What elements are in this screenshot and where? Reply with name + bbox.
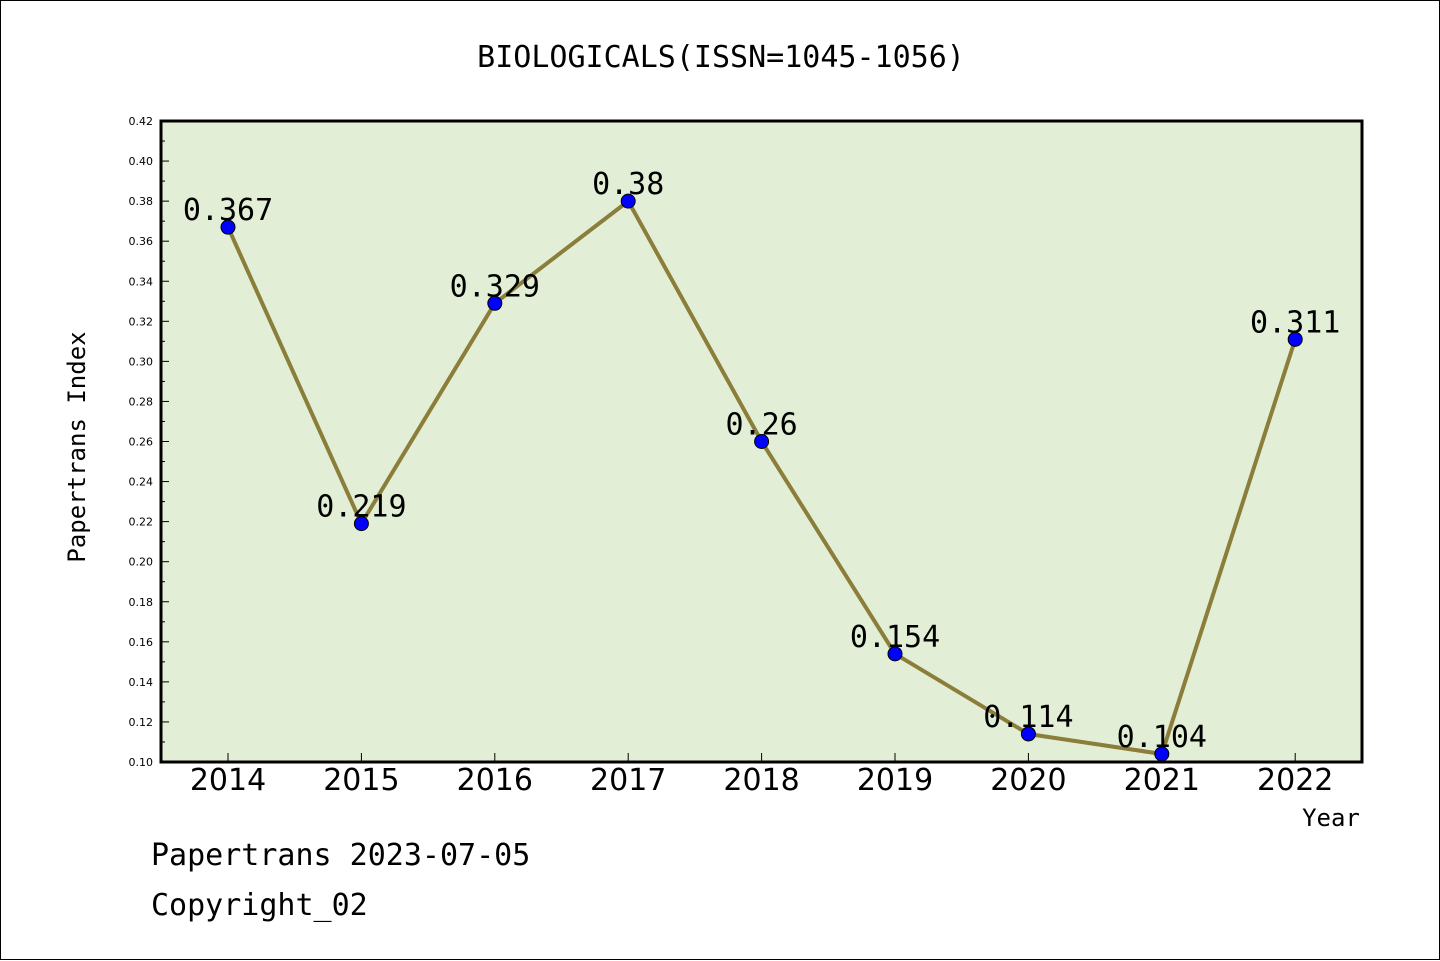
chart-title: BIOLOGICALS(ISSN=1045-1056) — [477, 40, 965, 75]
y-tick-label: 0.12 — [129, 716, 154, 729]
data-point — [220, 219, 236, 235]
y-tick-label: 0.18 — [129, 596, 154, 609]
data-label: 0.38 — [592, 167, 664, 202]
data-label: 0.311 — [1250, 305, 1340, 340]
y-tick-label: 0.34 — [129, 275, 154, 288]
footer-date: Papertrans 2023-07-05 — [151, 838, 530, 873]
data-point — [620, 193, 636, 209]
data-label: 0.114 — [983, 700, 1073, 735]
data-point — [1287, 331, 1303, 347]
x-tick-label: 2020 — [990, 763, 1066, 798]
x-tick-label: 2014 — [190, 763, 266, 798]
x-tick-label: 2018 — [723, 763, 799, 798]
x-tick-label: 2021 — [1124, 763, 1200, 798]
y-tick-label: 0.36 — [129, 235, 154, 248]
y-tick-label: 0.22 — [129, 516, 154, 529]
y-tick-label: 0.40 — [129, 155, 154, 168]
x-axis: 2014 2015 2016 2017 2018 2019 2020 2021 2022 — [190, 753, 1333, 798]
data-point — [487, 295, 503, 311]
data-label: 0.154 — [850, 620, 940, 655]
y-tick-label: 0.38 — [129, 195, 154, 208]
y-axis-label: Papertrans Index — [63, 331, 91, 562]
data-label: 0.104 — [1117, 720, 1207, 755]
y-tick-label: 0.10 — [129, 756, 154, 769]
y-tick-label: 0.42 — [129, 115, 154, 128]
x-tick-label: 2015 — [323, 763, 399, 798]
x-axis-label: Year — [1302, 804, 1360, 832]
data-label: 0.329 — [450, 269, 540, 304]
y-tick-label: 0.20 — [129, 556, 154, 569]
y-tick-label: 0.24 — [129, 476, 154, 489]
data-labels: 0.367 0.219 0.329 0.38 0.26 0.154 0.114 0.104 0.… — [183, 167, 1341, 755]
data-markers — [220, 193, 1303, 762]
data-label: 0.219 — [316, 490, 406, 525]
plot-border — [159, 119, 1364, 764]
data-label: 0.26 — [725, 408, 797, 443]
y-tick-label: 0.30 — [129, 355, 154, 368]
footer-copyright: Copyright_02 — [151, 888, 368, 923]
data-point — [1020, 726, 1036, 742]
y-tick-label: 0.28 — [129, 395, 154, 408]
x-tick-label: 2016 — [457, 763, 533, 798]
data-point — [754, 434, 770, 449]
y-tick-label: 0.32 — [129, 315, 154, 328]
y-tick-label: 0.26 — [129, 436, 154, 449]
data-label: 0.367 — [183, 193, 273, 228]
x-tick-label: 2022 — [1257, 763, 1333, 798]
x-tick-label: 2019 — [857, 763, 933, 798]
data-point — [887, 646, 903, 662]
x-tick-label: 2017 — [590, 763, 666, 798]
y-tick-label: 0.16 — [129, 636, 154, 649]
y-tick-label: 0.14 — [129, 676, 154, 689]
y-axis: 0.10 0.12 0.14 0.16 0.18 0.20 0.22 0.24 0.26 0.28… — [129, 115, 169, 769]
data-point — [353, 516, 369, 532]
